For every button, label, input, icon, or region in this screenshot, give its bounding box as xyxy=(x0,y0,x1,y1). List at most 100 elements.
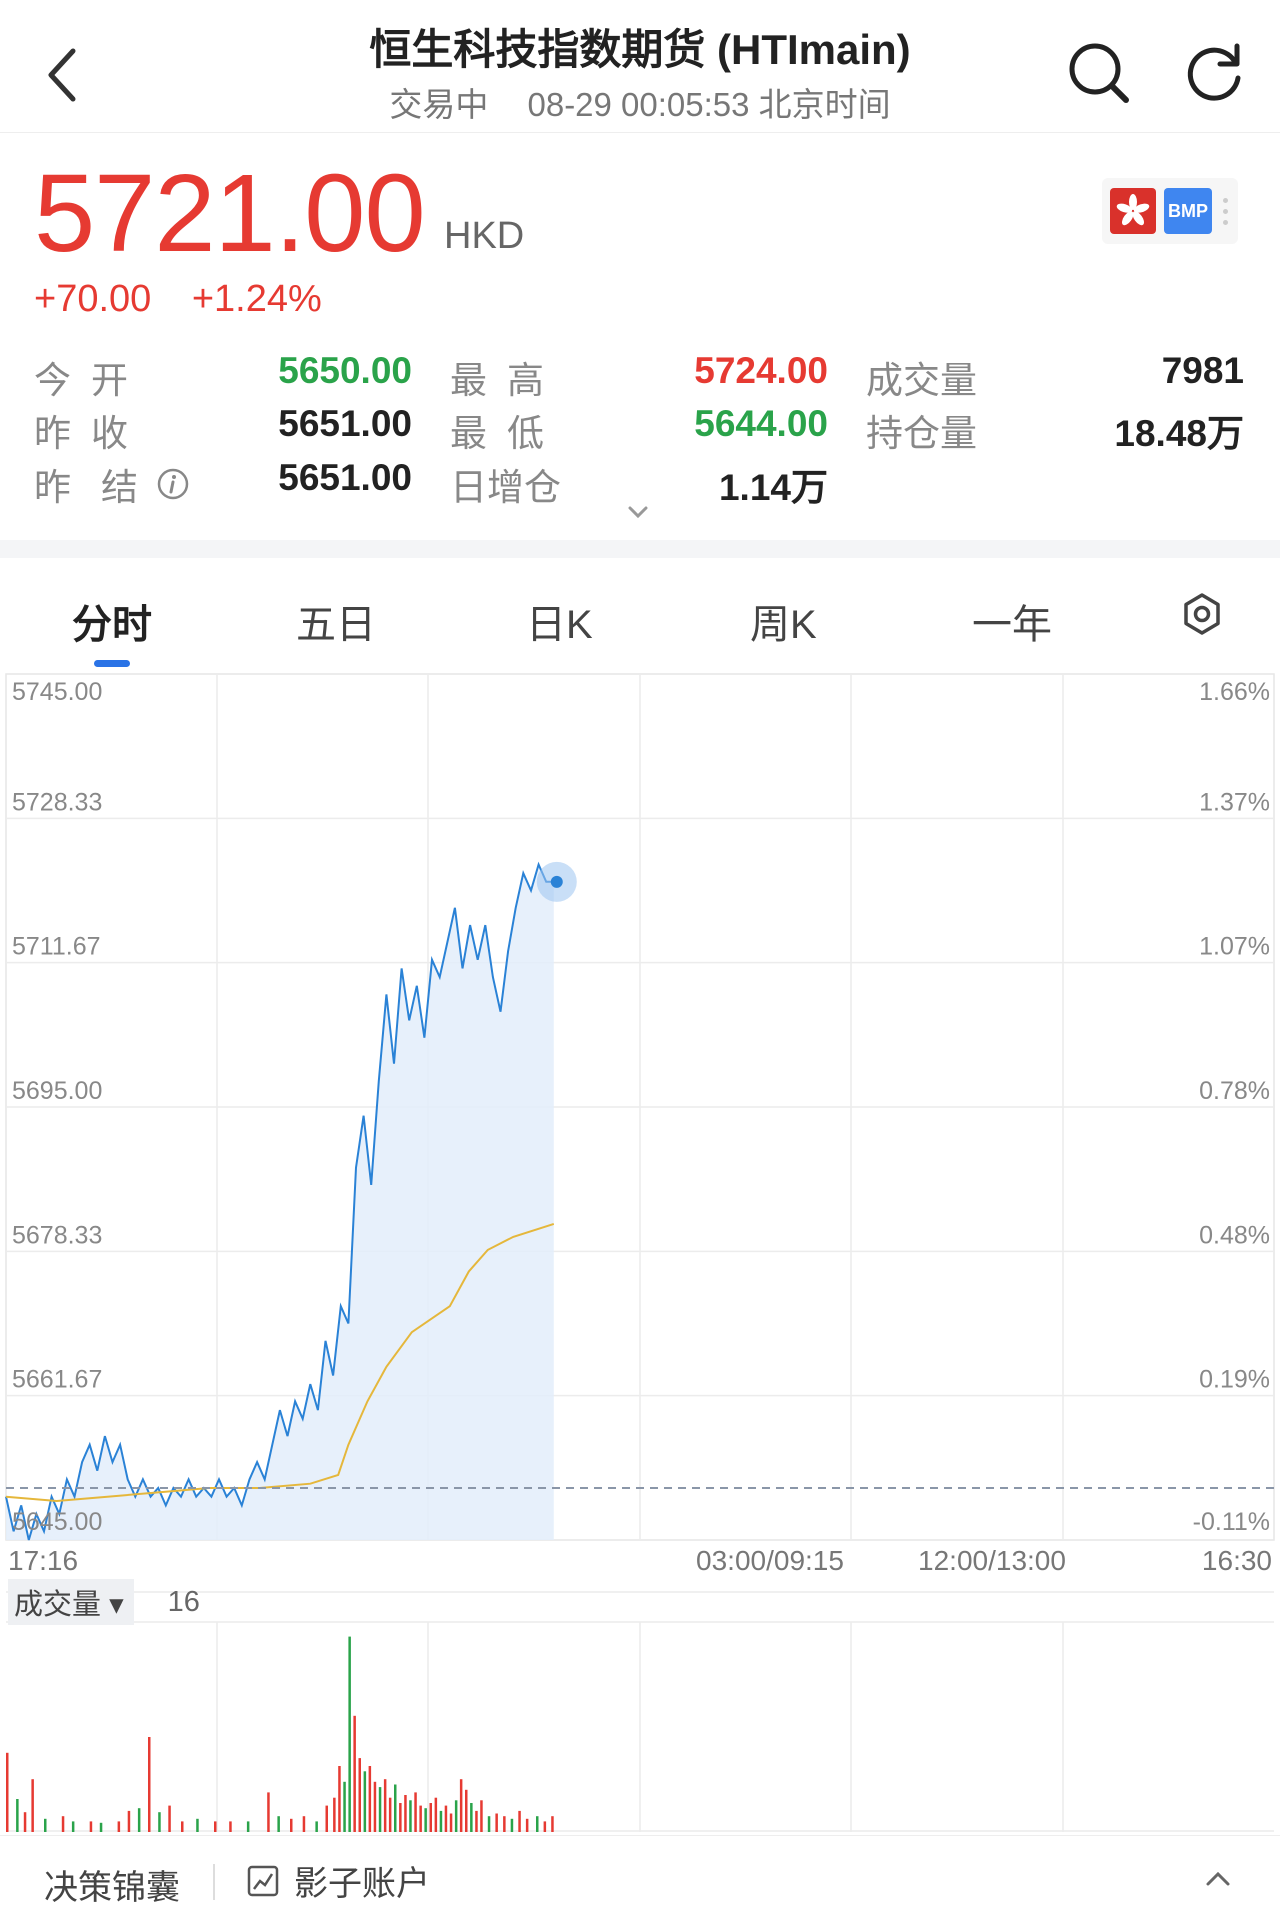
volume-bar xyxy=(89,1821,93,1832)
currency-label: HKD xyxy=(444,215,525,257)
y-axis-label: 5678.33 xyxy=(12,1221,102,1249)
time-axis-label: 16:30 xyxy=(1202,1545,1272,1576)
volume-last-value: 16 xyxy=(167,1585,200,1618)
prev-close-value: 5651.00 xyxy=(278,403,412,444)
volume-bar xyxy=(383,1779,387,1832)
volume-bar xyxy=(518,1810,521,1832)
volume-bar xyxy=(277,1816,280,1832)
volume-header: 成交量 ▾ 16 xyxy=(8,1579,200,1625)
open-interest-value: 18.48万 xyxy=(1114,413,1244,454)
volume-bar xyxy=(214,1821,217,1832)
expand-stats-button[interactable] xyxy=(622,500,654,524)
pct-axis-label: 1.66% xyxy=(1199,678,1270,706)
volume-bar xyxy=(137,1808,141,1832)
decision-tips-button[interactable]: 决策锦囊 xyxy=(44,1869,180,1907)
price-area xyxy=(6,864,554,1540)
y-axis-label: 5695.00 xyxy=(12,1077,102,1105)
volume-bar xyxy=(168,1805,171,1832)
chevron-up-icon xyxy=(1206,1871,1230,1886)
volume-bar xyxy=(404,1795,407,1832)
price-change: +70.00 +1.24% xyxy=(34,278,322,321)
volume-bar xyxy=(424,1808,427,1832)
volume-bar xyxy=(409,1800,412,1832)
toolbar-separator xyxy=(213,1864,215,1900)
open-interest-label: 持仓量 xyxy=(866,413,977,454)
pct-axis-label: 1.07% xyxy=(1199,933,1270,961)
change-amount: +70.00 xyxy=(34,278,152,320)
tab-weekly-k[interactable]: 周K xyxy=(750,603,817,647)
timestamp: 08-29 00:05:53 北京时间 xyxy=(527,86,891,123)
volume-bar xyxy=(71,1821,75,1832)
volume-bar xyxy=(495,1813,498,1832)
volume-bar xyxy=(127,1810,131,1832)
back-arrow-icon xyxy=(48,48,76,102)
volume-bar xyxy=(414,1792,417,1832)
chart-settings-button[interactable] xyxy=(1180,592,1224,636)
volume-bar xyxy=(148,1737,151,1832)
open-label: 今开 xyxy=(34,360,148,401)
volume-bar xyxy=(23,1812,27,1832)
volume-bar xyxy=(353,1715,356,1832)
collapse-toolbar-button[interactable] xyxy=(1200,1864,1236,1894)
tab-five-day[interactable]: 五日 xyxy=(296,603,376,647)
active-tab-indicator xyxy=(94,660,130,667)
settings-icon xyxy=(1184,593,1220,635)
tab-one-year[interactable]: 一年 xyxy=(972,603,1052,647)
volume-bar xyxy=(343,1781,346,1832)
volume-bar xyxy=(16,1799,19,1832)
volume-value: 7981 xyxy=(1161,350,1244,391)
average-line xyxy=(5,1222,555,1503)
info-icon[interactable] xyxy=(156,467,190,501)
trading-status: 交易中 xyxy=(389,86,489,123)
volume-bar xyxy=(117,1821,121,1832)
volume-bar xyxy=(373,1781,377,1832)
volume-bar xyxy=(44,1818,47,1832)
pct-axis-label: 0.19% xyxy=(1199,1366,1270,1394)
y-axis-label: 5728.33 xyxy=(12,788,102,816)
volume-bar xyxy=(378,1787,382,1832)
search-button[interactable] xyxy=(1064,38,1134,108)
volume-bar xyxy=(454,1800,458,1832)
bmp-badge: BMP xyxy=(1164,188,1212,234)
chart-tabs: 分时 五日 日K 周K 一年 xyxy=(0,570,1280,670)
time-axis-label: 12:00/13:00 xyxy=(918,1545,1066,1576)
hk-flag-icon xyxy=(1110,188,1156,234)
volume-bar xyxy=(363,1771,367,1832)
pct-axis-label: 0.48% xyxy=(1199,1221,1270,1249)
volume-bar xyxy=(99,1822,103,1832)
intraday-chart[interactable]: 5745.00 5728.33 5711.67 5695.00 5678.33 5661.… xyxy=(0,672,1280,1832)
volume-bar xyxy=(246,1821,250,1832)
low-value: 5644.00 xyxy=(694,403,828,444)
volume-bar xyxy=(434,1797,438,1832)
time-axis-label: 03:00/09:15 xyxy=(696,1545,844,1576)
exchange-badges[interactable]: BMP xyxy=(1102,178,1238,244)
refresh-button[interactable] xyxy=(1180,38,1250,108)
bottom-toolbar: 决策锦囊 影子账户 xyxy=(0,1835,1280,1926)
volume-bar xyxy=(543,1821,547,1832)
back-button[interactable] xyxy=(38,40,86,110)
volume-bar xyxy=(439,1810,443,1832)
prev-settle-label: 昨结 xyxy=(34,467,168,508)
y-axis-label: 5661.67 xyxy=(12,1366,102,1394)
y-axis-label: 5711.67 xyxy=(12,933,101,961)
volume-bar xyxy=(229,1821,232,1832)
volume-bar xyxy=(465,1789,468,1832)
tab-daily-k[interactable]: 日K xyxy=(526,603,593,647)
volume-bar xyxy=(480,1800,483,1832)
volume-bar xyxy=(419,1805,422,1832)
shadow-account-button[interactable]: 影子账户 xyxy=(246,1856,430,1905)
volume-bar xyxy=(61,1816,65,1832)
volume-bar xyxy=(302,1816,306,1832)
account-chart-icon xyxy=(247,1865,279,1896)
tab-intraday[interactable]: 分时 xyxy=(72,603,152,647)
volume-bar xyxy=(536,1816,539,1832)
volume-bar xyxy=(181,1821,184,1832)
volume-label: 成交量 xyxy=(866,360,977,401)
pct-axis-label: -0.11% xyxy=(1193,1508,1270,1536)
volume-bar xyxy=(399,1803,402,1832)
page-title: 恒生科技指数期货 (HTImain) xyxy=(369,26,911,73)
change-percent: +1.24% xyxy=(191,278,322,320)
volume-bar xyxy=(470,1803,473,1832)
volume-indicator-select[interactable]: 成交量 ▾ xyxy=(8,1579,134,1625)
volume-bar xyxy=(429,1803,432,1832)
